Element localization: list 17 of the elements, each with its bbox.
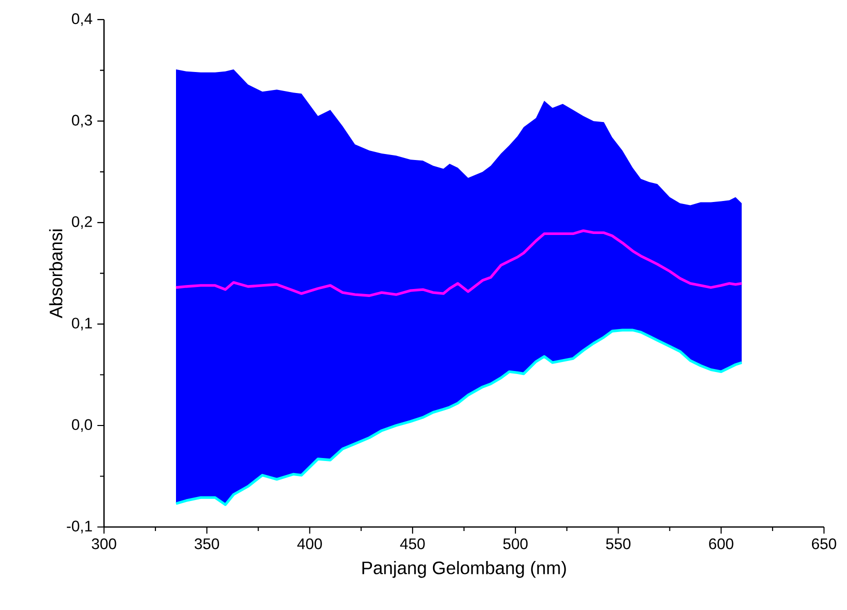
x-tick-label: 300 xyxy=(92,538,116,550)
y-tick-label: 0,1 xyxy=(72,318,92,330)
x-tick-label: 400 xyxy=(297,538,322,550)
x-axis-title: Panjang Gelombang (nm) xyxy=(362,561,566,578)
x-tick-label: 450 xyxy=(400,538,425,550)
x-tick-label: 500 xyxy=(503,538,528,550)
y-tick-label: 0,2 xyxy=(72,216,92,229)
x-tick-label: 550 xyxy=(606,538,630,550)
y-tick-label: 0,0 xyxy=(72,419,92,432)
x-tick-label: 650 xyxy=(812,538,836,550)
y-tick-label: 0,3 xyxy=(72,114,92,128)
y-tick-label: 0,4 xyxy=(72,13,92,26)
x-tick-label: 350 xyxy=(194,538,220,550)
y-axis-title: Absorbansi xyxy=(49,229,62,318)
x-tick-label: 600 xyxy=(709,538,734,550)
y-tick-label: -0,1 xyxy=(66,520,92,534)
line-series xyxy=(174,328,744,506)
